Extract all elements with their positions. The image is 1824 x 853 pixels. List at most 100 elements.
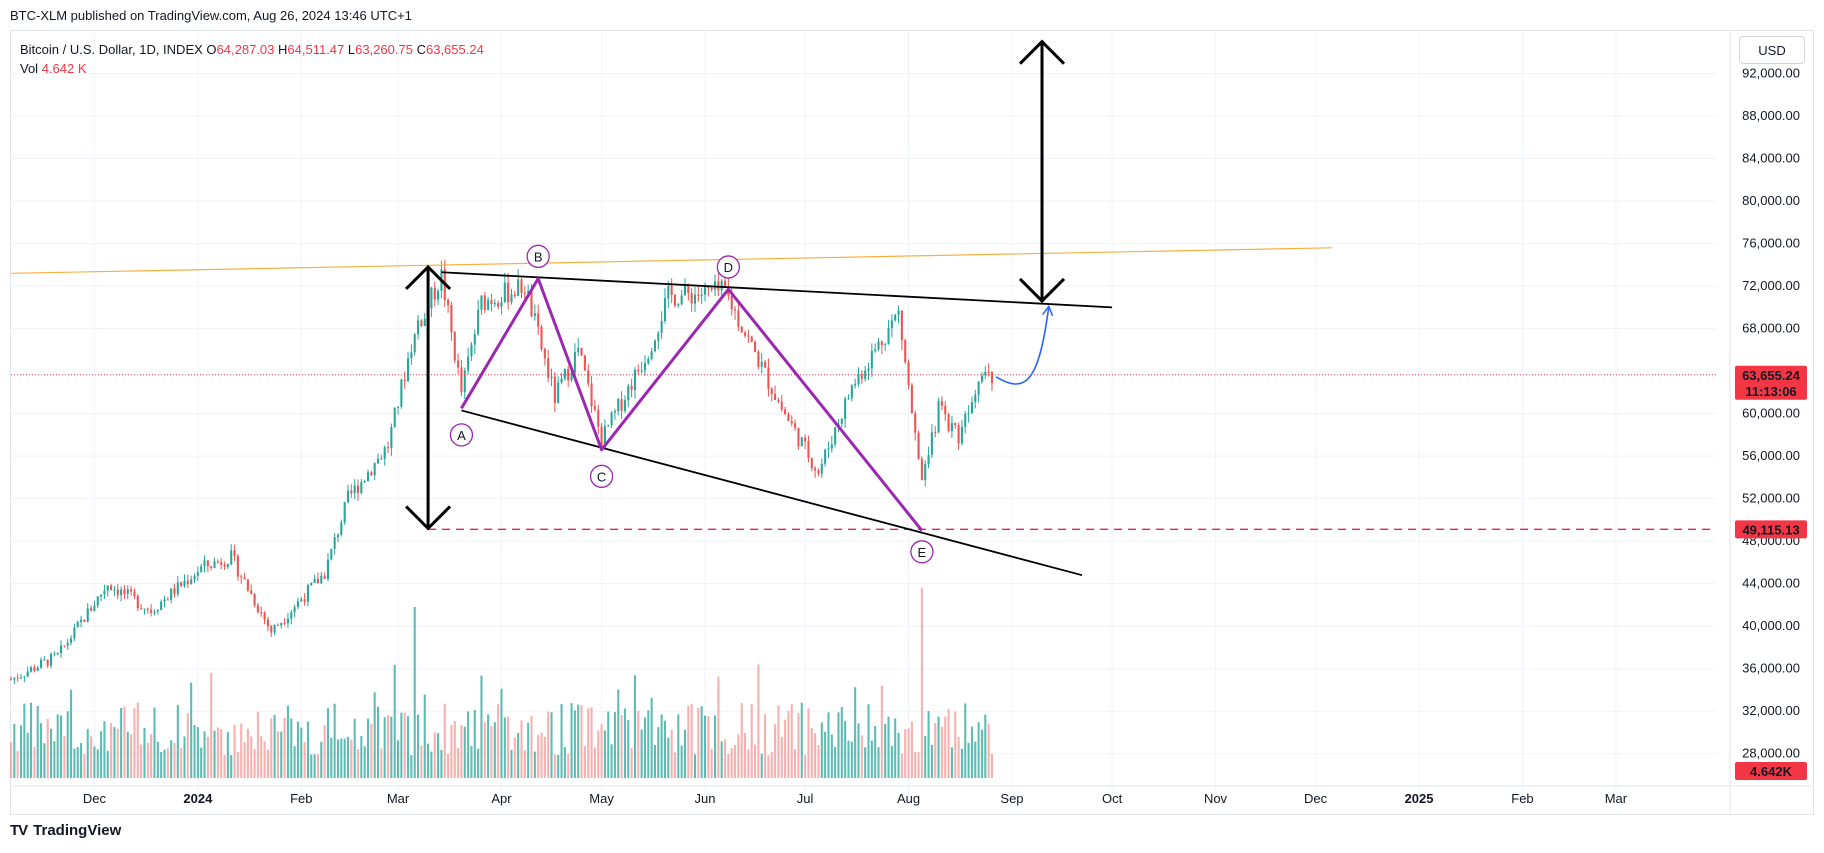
candle-body [140, 608, 143, 610]
trendline-lower[interactable] [461, 409, 1083, 577]
candle-body [723, 280, 727, 287]
volume-bar [326, 708, 330, 778]
volume-bar [690, 703, 693, 778]
volume-bar [373, 692, 376, 778]
candle-body [233, 550, 236, 557]
trendline-resistance[interactable] [10, 247, 1333, 274]
volume-bar [957, 736, 960, 778]
abcde-pattern-line[interactable] [460, 277, 924, 532]
candle-body [754, 341, 757, 352]
volume-bar [290, 718, 293, 778]
volume-bar [19, 725, 23, 778]
volume-bar [266, 749, 269, 778]
candle-body [894, 314, 897, 321]
volume-bar [683, 729, 687, 778]
candle-body [667, 285, 670, 299]
candle-body [243, 577, 246, 580]
candle-body [173, 588, 176, 595]
candle-body [210, 566, 213, 568]
volume-bar [637, 711, 640, 778]
volume-bar [910, 721, 913, 778]
volume-bar [310, 754, 313, 778]
volume-bar [133, 708, 136, 778]
volume-bar [670, 729, 673, 778]
volume-bar [220, 729, 223, 778]
candle-body [583, 355, 586, 371]
candle-body [770, 388, 773, 395]
volume-bar [840, 706, 843, 778]
candle-body [223, 564, 226, 567]
volume-bar [617, 689, 620, 778]
volume-bar [243, 742, 246, 778]
candle-body [740, 326, 743, 333]
volume-bar [470, 746, 473, 778]
candle-body [990, 372, 993, 384]
volume-bar [346, 736, 350, 778]
candle-body [300, 599, 303, 602]
candle-body [303, 599, 306, 602]
candle-body [163, 599, 166, 602]
projection-curve-arrow[interactable] [995, 304, 1054, 385]
volume-bar [587, 708, 590, 778]
candle-body [804, 437, 807, 442]
candle-body [590, 383, 593, 407]
volume-bar [517, 733, 520, 778]
candle-body [884, 344, 887, 346]
candle-body [230, 550, 233, 565]
volume-bar [864, 747, 867, 778]
candle-body [203, 560, 206, 567]
candle-body [106, 585, 109, 591]
volume-bar [387, 715, 390, 778]
candle-body [376, 458, 380, 464]
volume-bar [226, 732, 229, 778]
volume-bar [880, 685, 883, 778]
candle-body [663, 298, 667, 322]
volume-bar [550, 712, 553, 778]
candle-body [306, 585, 309, 602]
volume-bar [573, 710, 576, 778]
candle-body [313, 578, 316, 583]
candle-body [196, 572, 199, 576]
candle-body [193, 575, 196, 580]
volume-value: 4.642 K [41, 61, 87, 76]
candle-body [467, 356, 470, 371]
candle-body [380, 458, 383, 460]
volume-row: Vol 4.642 K [20, 59, 484, 78]
volume-bar [703, 715, 707, 778]
candle-body [413, 334, 416, 353]
volume-bar [814, 733, 817, 778]
volume-bar [727, 753, 730, 778]
volume-bar [500, 688, 503, 778]
candle-body [310, 582, 313, 586]
volume-bar [620, 715, 623, 778]
candle-body [13, 677, 16, 680]
candle-body [530, 291, 533, 317]
x-tick-label: Nov [1204, 791, 1228, 806]
volume-bar [593, 747, 596, 778]
candle-body [126, 589, 129, 594]
candle-body [120, 589, 123, 596]
chart-frame[interactable] [10, 30, 1814, 815]
low-label: L [347, 42, 356, 57]
candle-body [780, 401, 783, 410]
y-tick-label: 52,000.00 [1742, 491, 1800, 506]
volume-bar [393, 664, 396, 778]
volume-bar [737, 734, 740, 778]
volume-bar [660, 714, 663, 778]
y-tick-label: 44,000.00 [1742, 576, 1800, 591]
currency-selector[interactable]: USD [1739, 36, 1805, 64]
volume-bar [537, 734, 540, 778]
candle-body [206, 560, 209, 567]
candle-body [764, 361, 767, 368]
volume-bar [150, 734, 153, 778]
candle-body [383, 447, 386, 459]
candle-body [470, 344, 473, 357]
volume-bar [794, 749, 797, 778]
volume-bar [210, 672, 213, 778]
candle-body [326, 559, 330, 579]
trendline-upper[interactable] [441, 271, 1113, 309]
candle-body [220, 562, 223, 565]
candle-body [570, 372, 573, 381]
volume-bar [460, 725, 463, 778]
